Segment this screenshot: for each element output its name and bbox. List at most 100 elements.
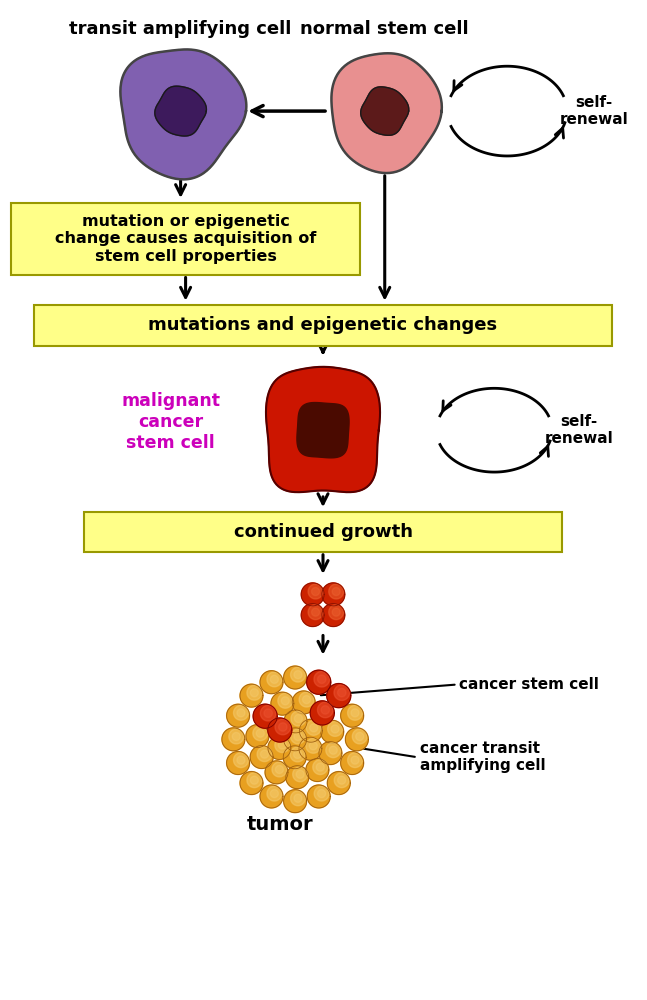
Text: tumor: tumor: [247, 815, 314, 834]
Polygon shape: [250, 776, 258, 784]
Polygon shape: [329, 605, 344, 620]
Polygon shape: [294, 671, 302, 679]
Polygon shape: [260, 705, 276, 721]
Polygon shape: [327, 721, 342, 736]
Polygon shape: [250, 746, 273, 768]
Polygon shape: [247, 773, 262, 788]
Polygon shape: [275, 719, 291, 735]
Polygon shape: [318, 790, 325, 798]
Polygon shape: [234, 705, 248, 720]
Polygon shape: [313, 760, 327, 775]
Polygon shape: [278, 741, 286, 749]
Polygon shape: [261, 750, 269, 758]
Polygon shape: [291, 711, 306, 726]
Polygon shape: [326, 743, 341, 758]
Polygon shape: [318, 702, 333, 718]
Polygon shape: [316, 763, 324, 771]
Polygon shape: [327, 772, 350, 795]
Polygon shape: [292, 767, 307, 782]
Polygon shape: [300, 719, 322, 742]
Polygon shape: [302, 583, 324, 606]
Polygon shape: [155, 86, 206, 136]
Polygon shape: [284, 710, 307, 733]
Polygon shape: [331, 53, 442, 173]
Polygon shape: [307, 670, 331, 694]
Polygon shape: [270, 790, 278, 798]
Polygon shape: [297, 403, 349, 458]
Polygon shape: [351, 709, 359, 717]
Polygon shape: [294, 715, 302, 723]
Text: cancer transit
amplifying cell: cancer transit amplifying cell: [420, 741, 545, 773]
Polygon shape: [347, 753, 362, 768]
Polygon shape: [302, 604, 324, 626]
Polygon shape: [253, 704, 277, 728]
Polygon shape: [291, 791, 305, 806]
Polygon shape: [270, 675, 278, 683]
Polygon shape: [291, 667, 305, 682]
Text: mutations and epigenetic changes: mutations and epigenetic changes: [148, 316, 498, 334]
Polygon shape: [341, 752, 364, 774]
Polygon shape: [281, 697, 289, 705]
Polygon shape: [294, 732, 302, 740]
Polygon shape: [294, 794, 302, 802]
Text: cancer stem cell: cancer stem cell: [459, 677, 599, 692]
Polygon shape: [232, 732, 240, 740]
Polygon shape: [345, 728, 368, 751]
Text: continued growth: continued growth: [234, 523, 413, 541]
Polygon shape: [291, 729, 305, 744]
Polygon shape: [272, 762, 287, 777]
Polygon shape: [321, 720, 344, 743]
Polygon shape: [321, 706, 329, 714]
Polygon shape: [264, 709, 272, 717]
Polygon shape: [276, 765, 283, 773]
FancyBboxPatch shape: [34, 305, 612, 346]
Polygon shape: [332, 608, 340, 616]
Polygon shape: [237, 709, 245, 717]
Polygon shape: [319, 742, 342, 765]
Polygon shape: [247, 685, 262, 700]
Polygon shape: [356, 732, 364, 740]
Polygon shape: [286, 766, 309, 789]
Polygon shape: [265, 761, 288, 784]
Polygon shape: [279, 723, 287, 731]
Polygon shape: [347, 705, 362, 720]
Polygon shape: [309, 742, 317, 750]
Polygon shape: [240, 772, 263, 795]
Polygon shape: [311, 701, 334, 725]
Polygon shape: [266, 367, 380, 492]
Polygon shape: [294, 750, 302, 758]
Polygon shape: [306, 759, 329, 781]
Polygon shape: [246, 725, 269, 748]
Polygon shape: [334, 685, 349, 700]
Polygon shape: [278, 693, 292, 708]
Polygon shape: [306, 720, 321, 735]
Polygon shape: [314, 786, 329, 801]
Polygon shape: [257, 747, 272, 762]
Polygon shape: [312, 608, 320, 616]
Text: malignant
cancer
stem cell: malignant cancer stem cell: [121, 392, 220, 452]
Polygon shape: [260, 671, 283, 694]
Polygon shape: [240, 684, 263, 707]
Polygon shape: [226, 752, 250, 774]
Polygon shape: [267, 672, 282, 687]
Polygon shape: [312, 588, 320, 596]
Polygon shape: [332, 588, 340, 596]
Polygon shape: [268, 736, 291, 759]
Polygon shape: [351, 756, 359, 764]
Polygon shape: [268, 718, 292, 742]
Polygon shape: [341, 704, 364, 727]
Polygon shape: [283, 666, 307, 689]
Polygon shape: [283, 746, 306, 769]
Polygon shape: [283, 728, 307, 751]
Polygon shape: [120, 49, 247, 179]
Polygon shape: [299, 737, 322, 760]
Polygon shape: [275, 738, 290, 753]
Polygon shape: [237, 756, 245, 764]
Polygon shape: [306, 738, 321, 753]
Polygon shape: [222, 728, 245, 751]
Polygon shape: [226, 704, 250, 727]
Polygon shape: [338, 776, 345, 784]
Polygon shape: [308, 584, 323, 599]
Polygon shape: [314, 671, 329, 687]
Polygon shape: [329, 746, 337, 754]
